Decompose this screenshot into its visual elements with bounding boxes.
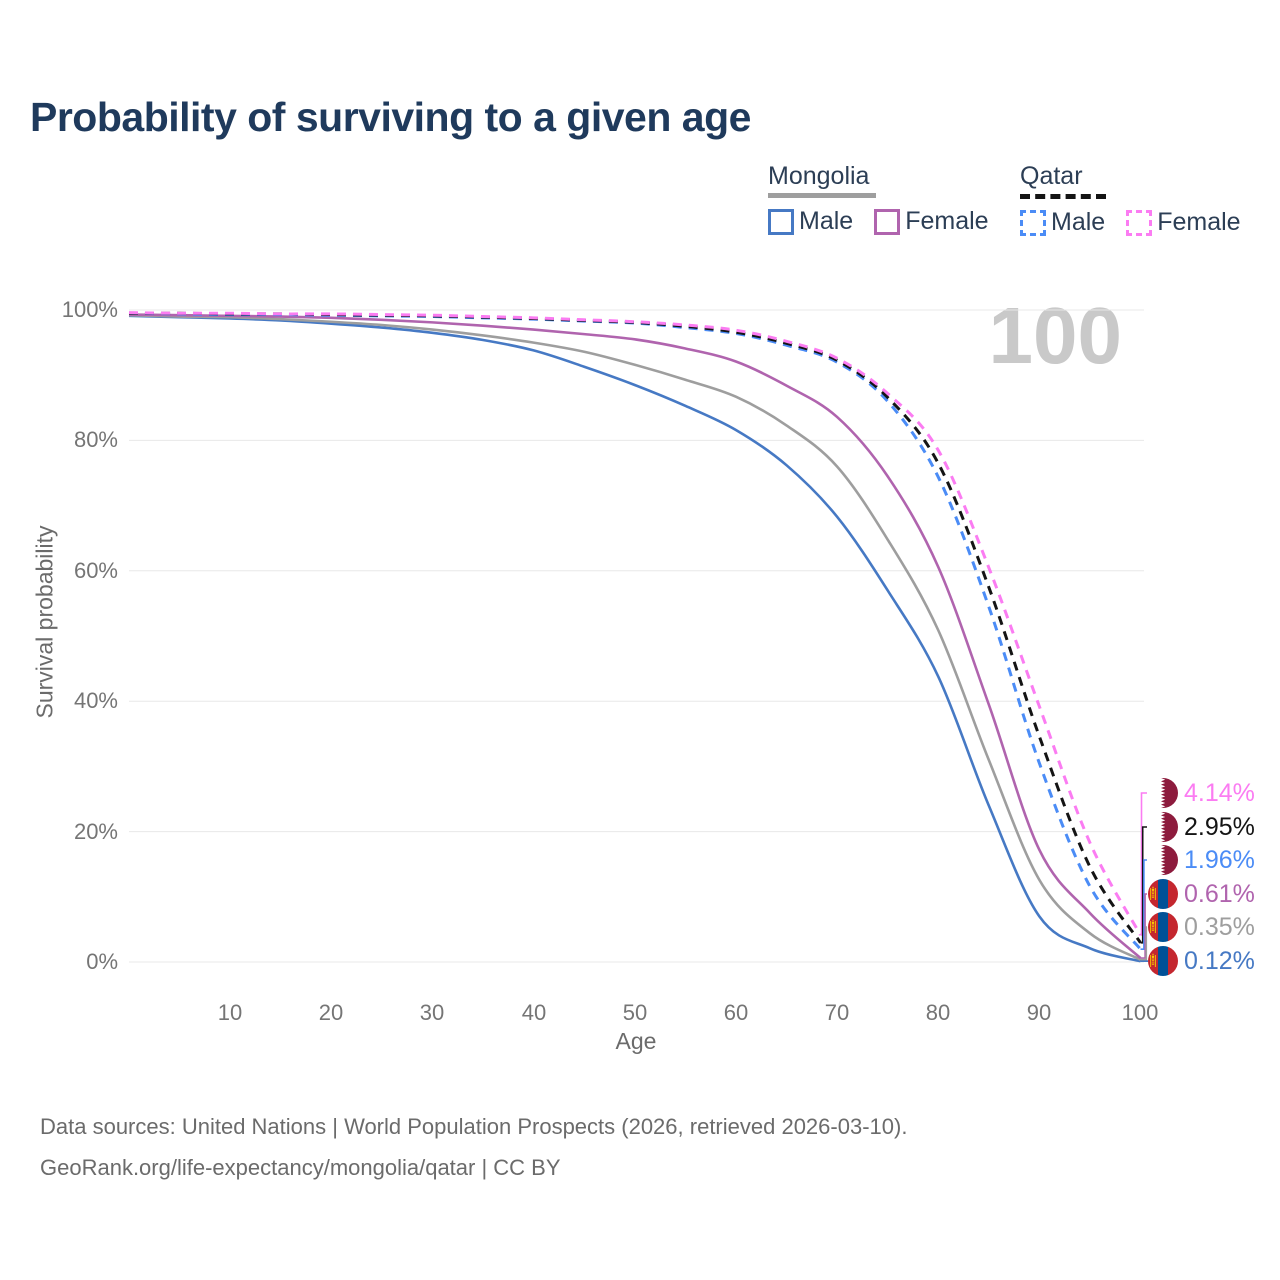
- end-label-mongolia-male: 0.12%: [1148, 946, 1255, 976]
- legend-solid-line-sample: [768, 193, 876, 198]
- survival-curves: [128, 311, 1142, 963]
- x-tick-50: 50: [622, 1000, 648, 1025]
- qatar-flag-icon: [1148, 845, 1178, 875]
- curve-qatar-all: [128, 311, 1142, 944]
- x-tick-80: 80: [925, 1000, 951, 1025]
- x-tick-90: 90: [1026, 1000, 1052, 1025]
- x-tick-10: 10: [217, 1000, 243, 1025]
- end-label-qatar-all: 2.95%: [1148, 812, 1255, 842]
- legend-item-label: Female: [1157, 208, 1241, 236]
- x-tick-20: 20: [318, 1000, 344, 1025]
- curve-mongolia-all: [128, 313, 1142, 961]
- end-label-leader-lines: [1140, 792, 1149, 963]
- x-tick-30: 30: [419, 1000, 445, 1025]
- footer-line-1: Data sources: United Nations | World Pop…: [40, 1114, 908, 1139]
- legend-item-mongolia-female[interactable]: Female: [874, 207, 989, 236]
- mongolia-male-swatch-icon: [768, 208, 794, 235]
- end-label-qatar-male: 1.96%: [1148, 845, 1255, 875]
- footer-line-2: GeoRank.org/life-expectancy/mongolia/qat…: [40, 1155, 561, 1180]
- data-source-footer: Data sources: United Nations | World Pop…: [40, 1106, 907, 1188]
- end-value-label: 2.95%: [1184, 812, 1255, 841]
- mongolia-female-swatch-icon: [874, 208, 901, 235]
- legend-item-qatar-male[interactable]: Male: [1020, 208, 1105, 237]
- legend-item-qatar-female[interactable]: Female: [1126, 208, 1241, 237]
- y-tick-60: 60%: [73, 558, 118, 583]
- page-title: Probability of surviving to a given age: [30, 94, 751, 140]
- y-tick-80: 80%: [73, 427, 118, 452]
- curve-qatar-female: [128, 311, 1142, 936]
- curve-mongolia-male: [128, 314, 1141, 963]
- x-tick-60: 60: [723, 1000, 749, 1025]
- qatar-female-swatch-icon: [1126, 209, 1153, 236]
- mongolia-flag-icon: [1148, 912, 1178, 942]
- qatar-flag-icon: [1148, 778, 1178, 808]
- x-tick-40: 40: [521, 1000, 547, 1025]
- y-tick-40: 40%: [73, 688, 118, 713]
- legend-item-label: Male: [799, 207, 854, 235]
- gridlines: [129, 309, 1144, 963]
- x-tick-100: 100: [1121, 1000, 1159, 1025]
- end-value-label: 0.35%: [1184, 912, 1255, 941]
- y-tick-100: 100%: [61, 297, 118, 322]
- end-label-mongolia-female: 0.61%: [1148, 879, 1255, 909]
- mongolia-flag-icon: [1148, 879, 1178, 909]
- legend-group-qatar: Qatar Male Female: [1020, 162, 1241, 237]
- legend-item-label: Male: [1051, 208, 1106, 236]
- x-tick-70: 70: [824, 1000, 850, 1025]
- end-label-qatar-female: 4.14%: [1148, 778, 1255, 808]
- y-tick-0: 0%: [86, 949, 118, 974]
- end-value-label: 4.14%: [1184, 778, 1255, 807]
- qatar-flag-icon: [1148, 812, 1178, 842]
- mongolia-flag-icon: [1148, 946, 1178, 976]
- legend-group-mongolia: Mongolia Male Female: [768, 162, 989, 236]
- qatar-male-swatch-icon: [1020, 209, 1046, 236]
- legend-dashed-line-sample: [1020, 194, 1106, 199]
- curve-mongolia-female: [128, 313, 1142, 959]
- legend-header-qatar: Qatar: [1020, 162, 1083, 190]
- end-label-mongolia-all: 0.35%: [1148, 912, 1255, 942]
- y-tick-20: 20%: [73, 819, 118, 844]
- end-value-label: 0.61%: [1184, 879, 1255, 908]
- end-value-label: 1.96%: [1184, 845, 1255, 874]
- curve-qatar-male: [128, 311, 1142, 951]
- legend-header-mongolia: Mongolia: [768, 162, 870, 190]
- end-value-label: 0.12%: [1184, 946, 1255, 975]
- legend-item-mongolia-male[interactable]: Male: [768, 207, 853, 236]
- legend-item-label: Female: [905, 207, 989, 235]
- x-axis-title: Age: [615, 1028, 657, 1054]
- hovered-age-watermark: 100: [988, 291, 1122, 380]
